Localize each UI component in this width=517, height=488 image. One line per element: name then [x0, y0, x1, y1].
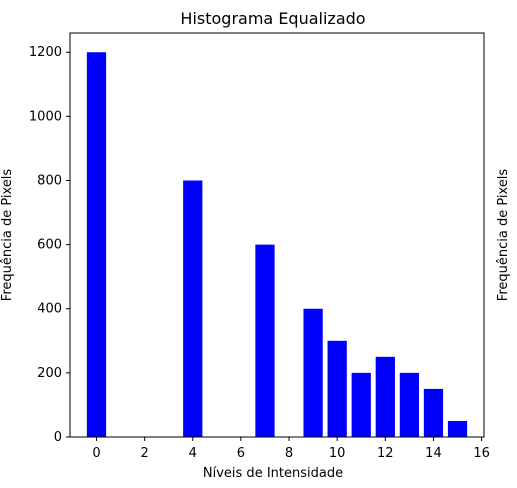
bar-12 [375, 356, 395, 437]
x-tick-label-0: 0 [92, 446, 100, 461]
y-tick-label-1000: 1000 [29, 109, 62, 124]
y-tick-label-1200: 1200 [29, 45, 62, 60]
y-axis-label: Frequência de Pixels [0, 169, 15, 302]
y-axis-label-right: Frequência de Pixels [496, 169, 511, 302]
y-tick-label-200: 200 [37, 366, 62, 381]
x-axis-ticks: 0 2 4 6 8 10 12 14 16 [92, 437, 490, 461]
y-axis-ticks: 0 200 400 600 800 1000 1200 [29, 45, 70, 445]
bar-14 [423, 388, 444, 437]
bar-13 [399, 372, 420, 437]
plot-frame [69, 32, 485, 438]
x-tick-label-14: 14 [425, 446, 442, 461]
x-tick-label-2: 2 [140, 446, 148, 461]
y-tick-label-0: 0 [54, 430, 62, 445]
bar-7 [255, 244, 275, 437]
y-tick-label-800: 800 [37, 173, 62, 188]
bar-15 [447, 420, 468, 437]
x-tick-label-16: 16 [473, 446, 490, 461]
bar-10 [327, 340, 347, 437]
bar-0 [86, 52, 107, 437]
x-tick-label-10: 10 [329, 446, 346, 461]
y-tick-label-600: 600 [37, 238, 62, 253]
x-tick-label-12: 12 [377, 446, 394, 461]
x-tick-label-4: 4 [189, 446, 197, 461]
bar-4 [183, 180, 203, 437]
x-axis-label: Níveis de Intensidade [203, 466, 343, 481]
bar-9 [303, 308, 323, 437]
y-tick-label-400: 400 [37, 302, 62, 317]
x-tick-label-8: 8 [285, 446, 293, 461]
bars-layer [86, 52, 468, 437]
chart-title: Histograma Equalizado [180, 9, 365, 28]
x-tick-label-6: 6 [237, 446, 245, 461]
bar-11 [351, 372, 371, 437]
